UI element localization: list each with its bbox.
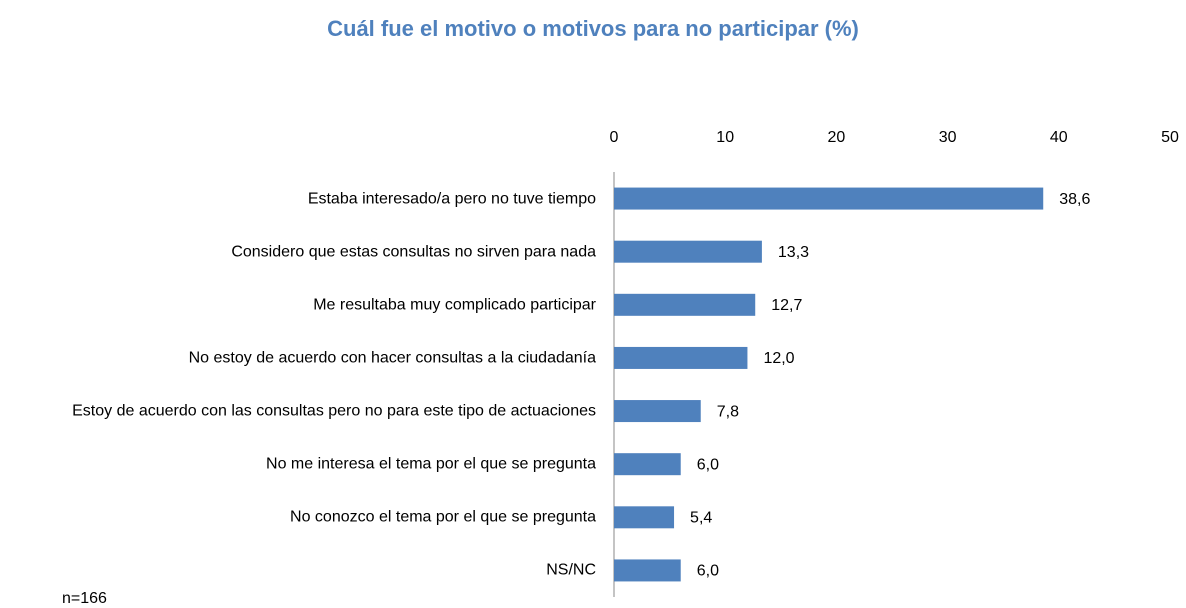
value-label: 6,0: [697, 456, 719, 473]
bar: [614, 240, 762, 263]
bar: [614, 187, 1044, 210]
value-label: 7,8: [717, 403, 739, 420]
value-label: 6,0: [697, 563, 719, 580]
bar: [614, 293, 756, 316]
category-label: Me resultaba muy complicado participar: [313, 296, 596, 314]
category-label: No conozco el tema por el que se pregunt…: [290, 508, 596, 526]
category-label: Estoy de acuerdo con las consultas pero …: [72, 402, 596, 420]
category-label: No me interesa el tema por el que se pre…: [266, 455, 596, 473]
category-label: NS/NC: [546, 561, 596, 579]
value-label: 5,4: [690, 510, 712, 527]
category-label-box: No me interesa el tema por el que se pre…: [0, 454, 596, 475]
category-label: Considero que estas consultas no sirven …: [231, 243, 596, 261]
x-tick-label: 50: [1161, 129, 1179, 146]
category-label-box: NS/NC: [0, 560, 596, 581]
x-tick-label: 0: [610, 129, 619, 146]
bar: [614, 453, 681, 476]
category-label-box: Estaba interesado/a pero no tuve tiempo: [0, 188, 596, 209]
category-label-box: Considero que estas consultas no sirven …: [0, 241, 596, 262]
category-label-box: Estoy de acuerdo con las consultas pero …: [0, 401, 596, 422]
x-tick-label: 10: [716, 129, 734, 146]
category-label-box: No conozco el tema por el que se pregunt…: [0, 507, 596, 528]
bar: [614, 506, 675, 529]
bar: [614, 400, 701, 423]
x-tick-label: 20: [828, 129, 846, 146]
category-label-box: Me resultaba muy complicado participar: [0, 294, 596, 315]
category-label: No estoy de acuerdo con hacer consultas …: [188, 349, 596, 367]
x-tick-label: 40: [1050, 129, 1068, 146]
value-label: 38,6: [1059, 191, 1090, 208]
x-tick-label: 30: [939, 129, 957, 146]
category-label-box: No estoy de acuerdo con hacer consultas …: [0, 347, 596, 368]
category-label: Estaba interesado/a pero no tuve tiempo: [307, 190, 596, 208]
value-label: 13,3: [778, 244, 809, 261]
value-label: 12,7: [771, 297, 802, 314]
bar: [614, 346, 748, 369]
footnote: n=166: [62, 590, 107, 607]
value-label: 12,0: [763, 350, 794, 367]
chart-title: Cuál fue el motivo o motivos para no par…: [327, 16, 859, 41]
bar: [614, 559, 681, 582]
